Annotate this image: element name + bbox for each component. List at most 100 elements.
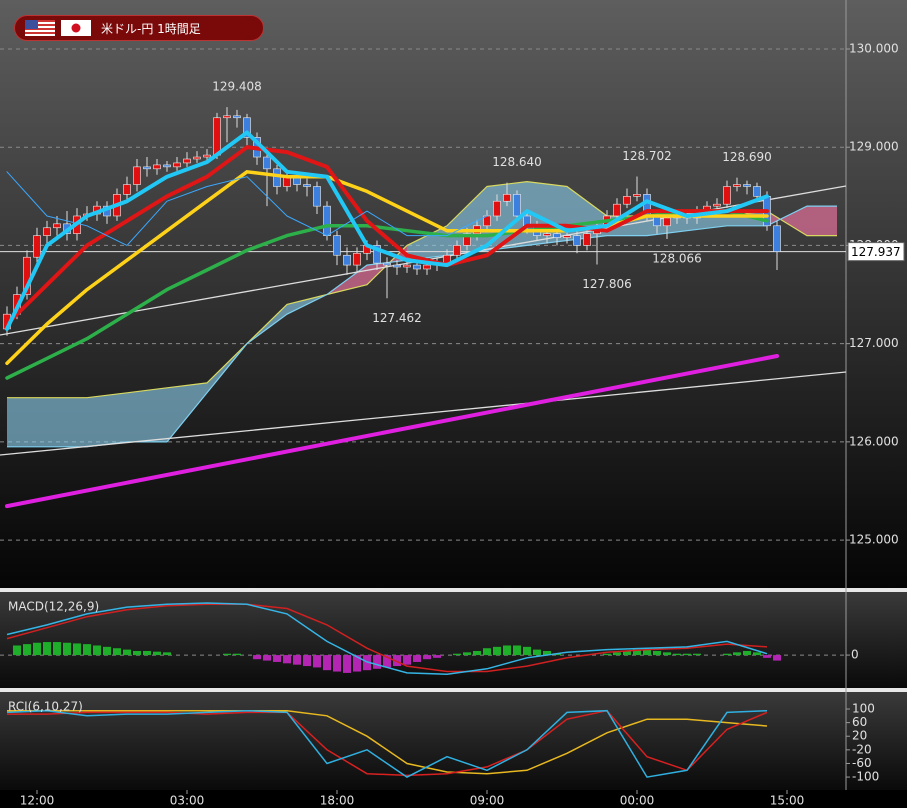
histogram-bar <box>53 642 61 656</box>
price-annotation: 127.462 <box>372 311 422 325</box>
candle-body <box>333 235 341 256</box>
histogram-bar <box>83 644 91 656</box>
histogram-bar <box>403 655 411 665</box>
candle-body <box>203 154 211 158</box>
candle-body <box>193 156 201 160</box>
y-tick-label: 100 <box>852 702 875 716</box>
candle-body <box>133 166 141 185</box>
histogram-bar <box>93 645 101 656</box>
candle-body <box>663 217 671 227</box>
cloud-segment <box>7 397 47 447</box>
y-tick-label: -60 <box>852 756 872 770</box>
candle-body <box>723 186 731 205</box>
histogram-bar <box>223 653 231 656</box>
candle-body <box>343 254 351 266</box>
title-box: 米ドル-円 1時間足 <box>14 15 264 41</box>
candle-body <box>173 162 181 168</box>
histogram-bar <box>343 655 351 673</box>
y-tick-label: 20 <box>852 729 867 743</box>
histogram-bar <box>63 642 71 656</box>
candle-body <box>463 233 471 246</box>
candle-body <box>613 203 621 217</box>
cloud-segment <box>767 206 807 236</box>
price-annotation: 128.690 <box>722 150 772 164</box>
histogram-bar <box>503 645 511 656</box>
histogram-bar <box>333 655 341 672</box>
candle-body <box>263 156 271 170</box>
rci-line <box>7 709 768 775</box>
histogram-bar <box>123 649 131 656</box>
time-axis <box>0 790 907 808</box>
x-tick-label: 15:00 <box>770 794 805 808</box>
x-tick-label: 12:00 <box>20 794 55 808</box>
moving-average <box>5 170 769 366</box>
histogram-bar <box>253 655 261 660</box>
histogram-bar <box>303 655 311 667</box>
histogram-bar <box>103 646 111 656</box>
histogram-bar <box>263 655 271 661</box>
candle-body <box>413 264 421 270</box>
candle-body <box>393 264 401 268</box>
candle-body <box>493 200 501 217</box>
cloud-edge <box>7 205 837 448</box>
candle-body <box>143 166 151 170</box>
separator <box>0 688 907 692</box>
candle-body <box>753 186 761 197</box>
candle-body <box>583 233 591 246</box>
histogram-bar <box>493 646 501 656</box>
histogram-bar <box>353 655 361 672</box>
chart-title: 米ドル-円 1時間足 <box>101 21 201 36</box>
separator <box>0 588 907 592</box>
y-tick-label: -100 <box>852 770 879 784</box>
histogram-bar <box>163 652 171 656</box>
histogram-bar <box>683 653 691 656</box>
histogram-bar <box>113 648 121 656</box>
histogram-bar <box>383 655 391 668</box>
candle-body <box>453 245 461 256</box>
histogram-bar <box>623 650 631 656</box>
histogram-bar <box>763 655 771 658</box>
rci-line <box>7 709 768 777</box>
x-tick-label: 00:00 <box>620 794 655 808</box>
plot <box>6 709 768 778</box>
histogram-bar <box>233 653 241 656</box>
candle-body <box>273 168 281 187</box>
candle-body <box>233 115 241 119</box>
x-tick-label: 09:00 <box>470 794 505 808</box>
histogram-bar <box>393 655 401 667</box>
histogram-bar <box>453 653 461 656</box>
histogram-bar <box>33 642 41 656</box>
y-tick-label: 60 <box>852 715 867 729</box>
cloud-segment <box>87 392 127 447</box>
macd-line <box>6 602 768 676</box>
histogram-bar <box>143 650 151 656</box>
candle-body <box>183 158 191 164</box>
histogram-bar <box>693 653 701 656</box>
y-tick-label: -20 <box>852 742 872 756</box>
candle-body <box>713 203 721 207</box>
candle-body <box>383 262 391 266</box>
candle-body <box>123 184 131 195</box>
main-panel <box>0 0 907 588</box>
histogram-bar <box>483 648 491 656</box>
histogram-bar <box>23 644 31 656</box>
y-tick-label: 130.000 <box>849 42 899 56</box>
histogram-bar <box>543 650 551 656</box>
y-tick-label: 129.000 <box>849 140 899 154</box>
candle-body <box>313 186 321 207</box>
plot <box>0 602 846 676</box>
histogram-bar <box>753 652 761 656</box>
candle-body <box>623 196 631 205</box>
candle-body <box>303 184 311 187</box>
candle-body <box>223 115 231 119</box>
histogram-bar <box>13 645 21 656</box>
histogram-bar <box>133 650 141 656</box>
moving-average <box>6 171 488 246</box>
panel-title: RCI(6,10,27) <box>8 700 83 714</box>
moving-average <box>5 130 769 331</box>
candle-body <box>53 223 61 229</box>
histogram-bar <box>633 649 641 656</box>
candle-body <box>163 164 171 168</box>
histogram-bar <box>433 655 441 658</box>
